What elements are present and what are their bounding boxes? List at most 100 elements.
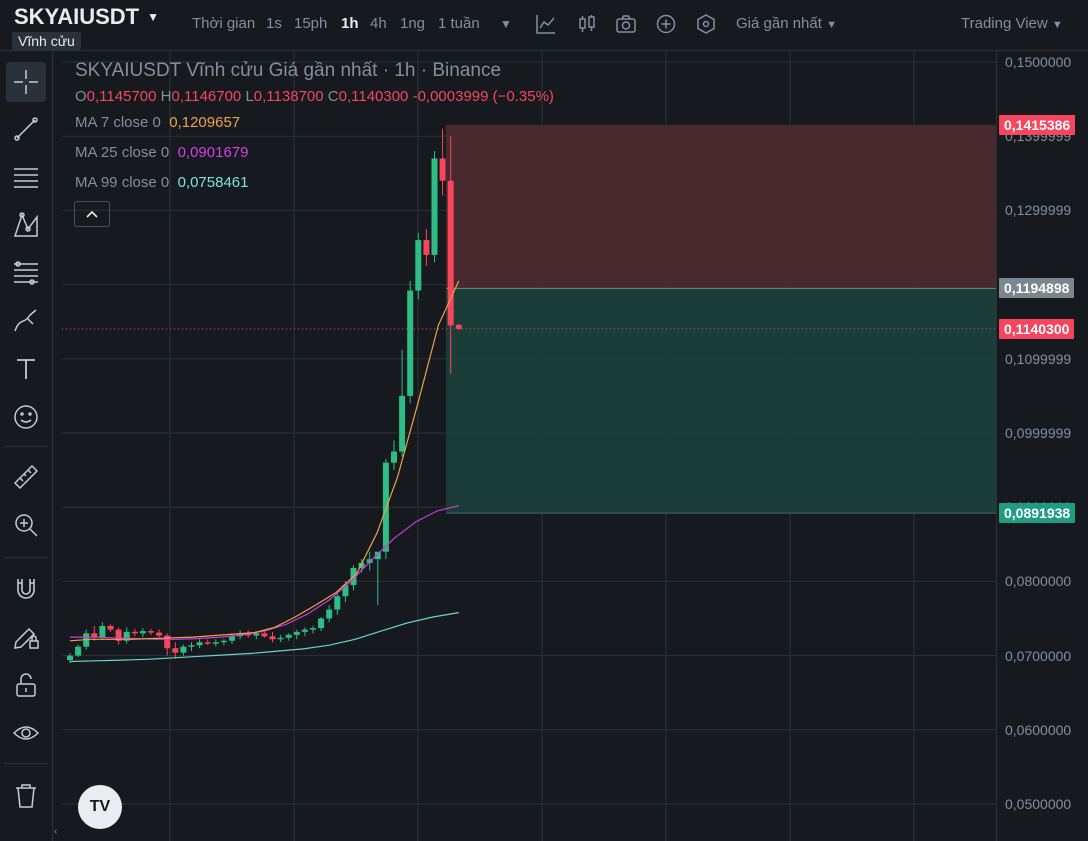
price-axis[interactable]: 0,15000000,13999990,12999990,11999990,10… xyxy=(996,51,1088,841)
candle-body xyxy=(415,240,422,291)
candle-body xyxy=(342,585,349,597)
delete-tool[interactable] xyxy=(6,776,46,816)
price-axis-label: 0,0800000 xyxy=(1005,573,1072,590)
candle-body xyxy=(358,562,365,569)
ma99-label: MA 99 close 0 xyxy=(75,174,170,191)
trendline-icon xyxy=(14,117,38,141)
tradingview-logo: TV xyxy=(78,785,122,829)
candle-style-icon[interactable] xyxy=(576,13,598,35)
fib-tool[interactable] xyxy=(6,253,46,293)
candle-body xyxy=(301,629,308,632)
tab-4h[interactable]: 4h xyxy=(370,15,387,32)
candle-body xyxy=(269,636,276,640)
entry-price-tag: 0,1194898 xyxy=(999,278,1075,299)
trash-icon xyxy=(16,784,36,808)
view-mode-dropdown[interactable]: Trading View ▼ xyxy=(961,15,1063,32)
trendline-tool[interactable] xyxy=(6,109,46,149)
horizontal-lines-tool[interactable] xyxy=(6,157,46,197)
indicators-icon[interactable] xyxy=(535,13,557,35)
text-icon xyxy=(17,359,35,379)
ohlc-row: O0,1145700 H0,1146700 L0,1138700 C0,1140… xyxy=(75,88,554,105)
candle-body xyxy=(374,551,381,560)
tab-1w[interactable]: 1 tuần xyxy=(438,15,480,32)
low-label: L xyxy=(245,88,254,105)
price-axis-label: 0,1299999 xyxy=(1005,202,1072,219)
candle-body xyxy=(253,633,260,636)
caret-down-icon: ▼ xyxy=(147,10,159,24)
visibility-tool[interactable] xyxy=(6,713,46,753)
price-type-dropdown[interactable]: Giá gần nhất ▼ xyxy=(736,15,837,32)
ma99-value: 0,0758461 xyxy=(177,174,249,191)
toolbar-separator xyxy=(4,763,48,764)
open-value: 0,1145700 xyxy=(86,88,157,105)
settings-hex-icon[interactable] xyxy=(695,13,717,35)
candle-body xyxy=(204,642,211,644)
high-value: 0,1146700 xyxy=(171,88,242,105)
candle-body xyxy=(318,618,325,629)
magnet-icon xyxy=(17,579,35,599)
candle-body xyxy=(164,635,171,649)
stop-loss-zone xyxy=(446,124,996,289)
pattern-icon xyxy=(13,212,38,237)
candle-body xyxy=(293,631,300,635)
symbol-selector[interactable]: SKYAIUSDT ▼ xyxy=(14,4,159,30)
collapse-legend-button[interactable] xyxy=(74,201,110,227)
chart-title: SKYAIUSDT Vĩnh cửu Giá gần nhất · 1h · B… xyxy=(75,60,502,81)
last-price-tag: 0,1140300 xyxy=(999,318,1075,339)
price-chart[interactable] xyxy=(62,51,996,841)
crosshair-tool[interactable] xyxy=(6,62,46,102)
zoom-in-icon xyxy=(15,514,38,537)
take-profit-price-tag: 0,0891938 xyxy=(999,503,1076,524)
price-type-label: Giá gần nhất xyxy=(736,15,822,32)
ma25-value: 0,0901679 xyxy=(177,144,249,161)
candle-body xyxy=(115,629,122,641)
candle-body xyxy=(447,180,454,326)
ma7-value: 0,1209657 xyxy=(169,114,241,131)
candle-body xyxy=(439,158,446,181)
candle-body xyxy=(326,609,333,619)
candle-body xyxy=(156,632,163,636)
camera-icon[interactable] xyxy=(615,13,637,35)
open-label: O xyxy=(75,88,87,105)
collapse-sidebar-icon[interactable]: ‹ xyxy=(54,826,58,837)
candle-body xyxy=(131,631,138,634)
candle-body xyxy=(139,631,146,634)
text-tool[interactable] xyxy=(6,349,46,389)
candle-body xyxy=(407,290,414,396)
price-axis-label: 0,0500000 xyxy=(1005,796,1072,812)
emoji-tool[interactable] xyxy=(6,397,46,437)
close-label: C xyxy=(327,88,339,105)
toolbar-divider xyxy=(0,50,1088,51)
ma7-row: MA 7 close 0 0,1209657 xyxy=(75,114,240,131)
magnet-tool[interactable] xyxy=(6,569,46,609)
unlock-tool[interactable] xyxy=(6,665,46,705)
ma99-line xyxy=(69,612,459,663)
view-mode-label: Trading View xyxy=(961,15,1048,32)
lock-drawing-tool[interactable] xyxy=(6,617,46,657)
tab-15m[interactable]: 15ph xyxy=(294,15,328,32)
drawing-toolbar xyxy=(0,51,53,841)
tab-time[interactable]: Thời gian xyxy=(192,15,256,32)
candle-body xyxy=(455,324,462,329)
brush-tool[interactable] xyxy=(6,301,46,341)
candle-body xyxy=(229,636,235,641)
ma7-line xyxy=(69,280,460,642)
tab-1d[interactable]: 1ng xyxy=(400,15,426,32)
crosshair-icon xyxy=(14,70,38,94)
pattern-tool[interactable] xyxy=(6,205,46,245)
price-axis-label: 0,0600000 xyxy=(1005,721,1072,738)
candle-body xyxy=(220,640,227,643)
ma7-label: MA 7 close 0 xyxy=(75,114,161,131)
add-circle-icon[interactable] xyxy=(655,13,677,35)
candle-body xyxy=(310,628,316,630)
candle-body xyxy=(172,648,179,653)
low-value: 0,1138700 xyxy=(253,88,324,105)
candle-body xyxy=(148,631,154,633)
tab-1h[interactable]: 1h xyxy=(341,15,359,32)
tab-1s[interactable]: 1s xyxy=(266,15,282,32)
zoom-tool[interactable] xyxy=(6,505,46,545)
more-timeframes-icon[interactable]: ▼ xyxy=(500,17,512,31)
ma25-row: MA 25 close 0 0,0901679 xyxy=(75,144,248,161)
ruler-tool[interactable] xyxy=(6,457,46,497)
ruler-icon xyxy=(13,464,39,490)
